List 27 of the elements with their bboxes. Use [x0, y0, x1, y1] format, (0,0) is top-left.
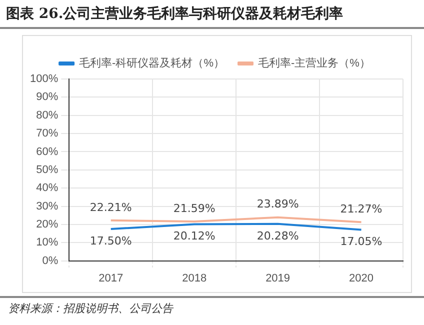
data-label: 17.05%: [340, 235, 382, 248]
text: 资料来源：招股说明书、公司公告: [0, 296, 424, 319]
x-tick-label: 2020: [349, 272, 374, 284]
chart-title: 图表 26.公司主营业务毛利率与科研仪器及耗材毛利率: [0, 0, 424, 29]
y-tick-label: 50%: [36, 164, 58, 176]
data-label: 17.50%: [90, 234, 132, 248]
y-tick-label: 100%: [30, 73, 58, 86]
data-label: 21.27%: [340, 202, 382, 216]
data-label: 22.21%: [90, 200, 132, 214]
legend-label: 毛利率-主营业务（%）: [258, 56, 370, 70]
y-tick-label: 10%: [36, 236, 58, 249]
y-tick-label: 80%: [36, 109, 58, 122]
data-label: 20.12%: [173, 230, 216, 243]
x-tick-label: 2019: [266, 272, 290, 284]
x-tick-label: 2018: [182, 272, 207, 284]
y-tick-label: 90%: [36, 91, 58, 104]
y-tick-label: 0%: [42, 254, 58, 267]
y-tick-label: 60%: [36, 146, 58, 158]
y-tick-label: 30%: [36, 200, 58, 212]
data-label: 21.59%: [173, 202, 216, 215]
y-tick-label: 20%: [36, 218, 58, 230]
data-label: 20.28%: [256, 229, 299, 242]
y-tick-label: 70%: [36, 128, 58, 140]
x-tick-label: 2017: [98, 272, 124, 284]
data-label: 23.89%: [256, 198, 299, 211]
legend-label: 毛利率-科研仪器及耗材（%）: [79, 56, 225, 70]
y-tick-label: 40%: [36, 182, 58, 194]
